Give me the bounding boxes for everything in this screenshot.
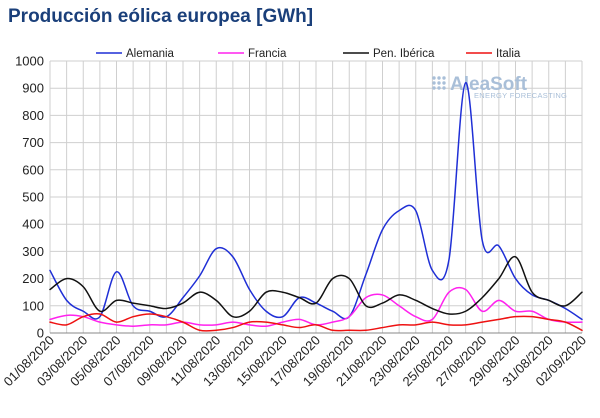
- y-tick-label: 900: [22, 81, 44, 96]
- x-axis-ticks: 01/08/202003/08/202005/08/202007/08/2020…: [0, 333, 589, 390]
- logo-dots-icon: [432, 76, 446, 90]
- brand-tagline: ENERGY FORECASTING: [474, 91, 567, 100]
- y-tick-label: 500: [22, 190, 44, 205]
- grid-layer: [49, 60, 583, 334]
- y-axis-ticks: 0 100 200 300 400 500 600 700 800 900 1000: [15, 54, 44, 341]
- y-tick-label: 300: [22, 244, 44, 259]
- legend-label-italia: Italia: [496, 48, 521, 60]
- y-tick-label: 0: [37, 326, 44, 341]
- series-line-alemania: [49, 82, 583, 321]
- series-line-pen-iberica: [49, 256, 583, 318]
- series-layer: [49, 82, 583, 332]
- legend-label-alemania: Alemania: [126, 48, 175, 60]
- y-tick-label: 800: [22, 108, 44, 123]
- brand-name: AleaSoft: [450, 74, 528, 95]
- legend-label-francia: Francia: [248, 48, 287, 60]
- legend: Alemania Francia Pen. Ibérica Italia: [96, 48, 521, 60]
- legend-label-pen-iberica: Pen. Ibérica: [373, 48, 435, 60]
- y-tick-label: 400: [22, 217, 44, 232]
- series-line-italia: [49, 312, 583, 332]
- y-tick-label: 1000: [15, 54, 44, 69]
- y-tick-label: 100: [22, 298, 44, 313]
- brand-logo: AleaSoft ENERGY FORECASTING: [432, 74, 567, 100]
- y-tick-label: 200: [22, 271, 44, 286]
- y-tick-label: 600: [22, 162, 44, 177]
- chart-title: Producción eólica europea [GWh]: [8, 6, 314, 27]
- y-tick-label: 700: [22, 135, 44, 150]
